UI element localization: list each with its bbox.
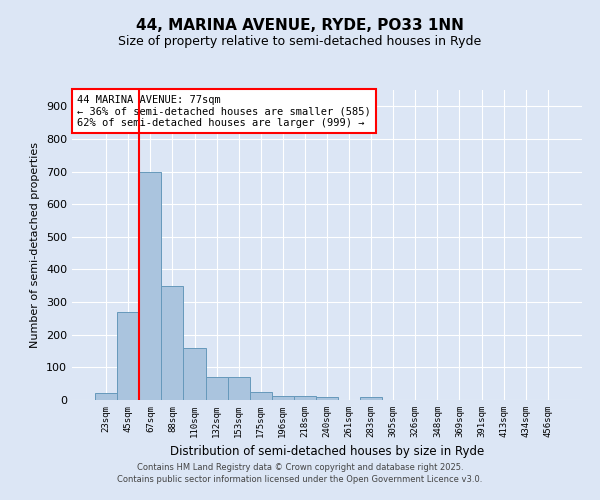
Bar	[272, 396, 294, 400]
Bar	[206, 377, 227, 400]
Bar	[95, 394, 117, 400]
Bar	[294, 396, 316, 400]
Text: 44 MARINA AVENUE: 77sqm
← 36% of semi-detached houses are smaller (585)
62% of s: 44 MARINA AVENUE: 77sqm ← 36% of semi-de…	[77, 94, 371, 128]
Bar	[139, 172, 161, 400]
Bar	[117, 312, 139, 400]
Bar	[360, 396, 382, 400]
Y-axis label: Number of semi-detached properties: Number of semi-detached properties	[31, 142, 40, 348]
Bar	[227, 377, 250, 400]
Bar	[161, 286, 184, 400]
X-axis label: Distribution of semi-detached houses by size in Ryde: Distribution of semi-detached houses by …	[170, 446, 484, 458]
Text: Contains public sector information licensed under the Open Government Licence v3: Contains public sector information licen…	[118, 475, 482, 484]
Text: Contains HM Land Registry data © Crown copyright and database right 2025.: Contains HM Land Registry data © Crown c…	[137, 464, 463, 472]
Bar	[316, 396, 338, 400]
Bar	[184, 348, 206, 400]
Text: Size of property relative to semi-detached houses in Ryde: Size of property relative to semi-detach…	[118, 35, 482, 48]
Bar	[250, 392, 272, 400]
Text: 44, MARINA AVENUE, RYDE, PO33 1NN: 44, MARINA AVENUE, RYDE, PO33 1NN	[136, 18, 464, 32]
